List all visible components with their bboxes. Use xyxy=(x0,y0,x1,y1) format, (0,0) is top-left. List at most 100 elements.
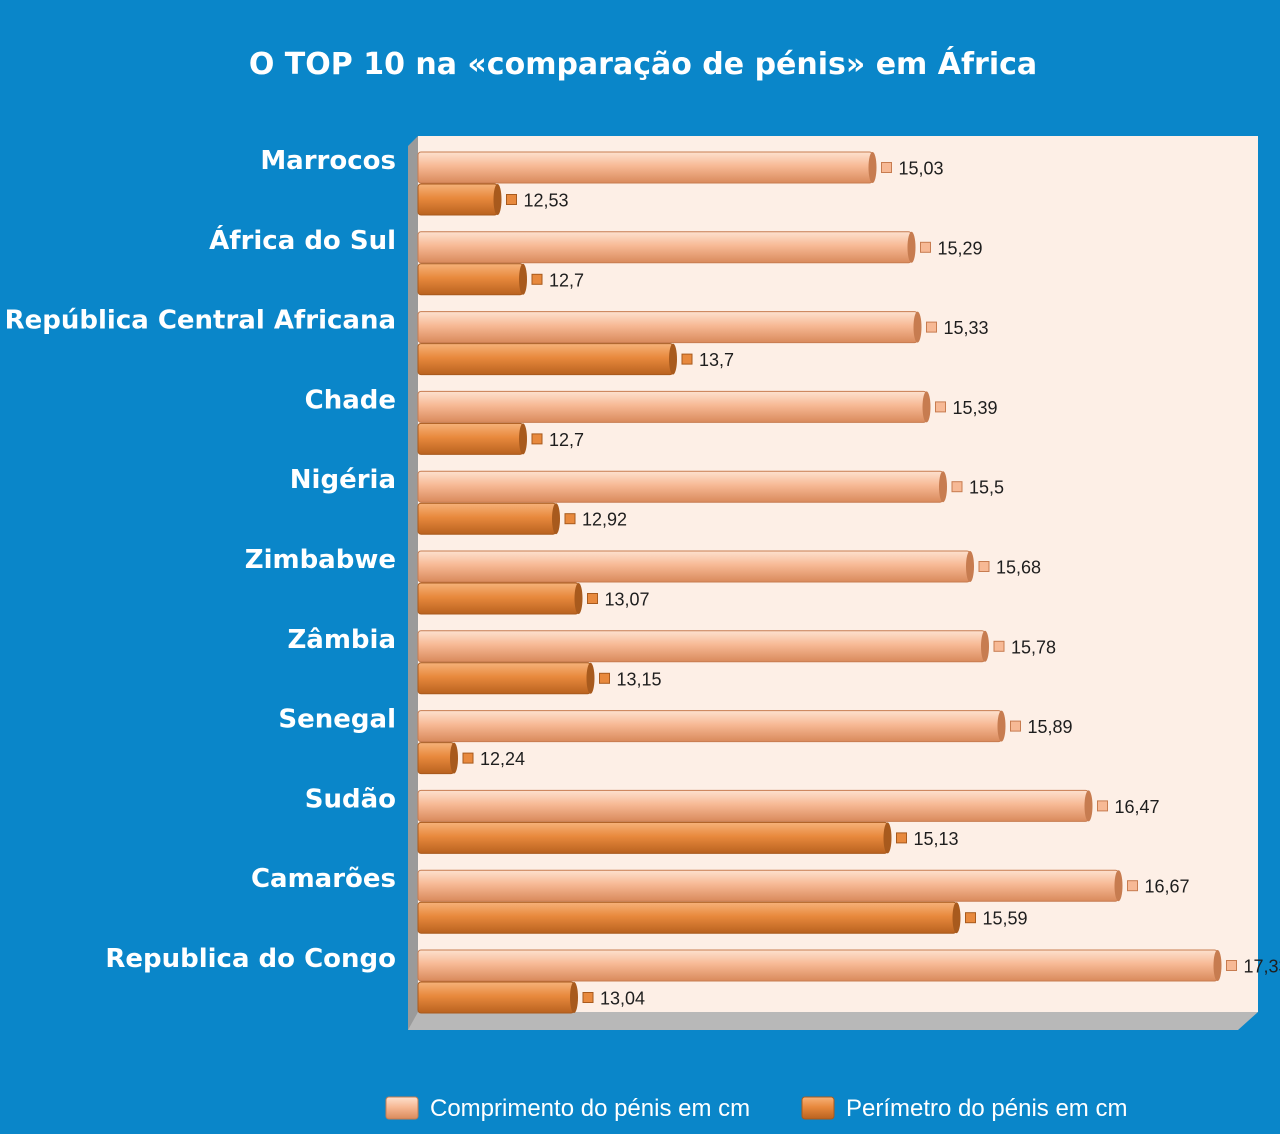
data-label-marker xyxy=(587,593,598,604)
data-label: 12,7 xyxy=(549,430,584,450)
bar-perimeter-cap xyxy=(952,902,961,934)
plot-floor xyxy=(408,1012,1258,1030)
bar-length xyxy=(417,630,986,663)
category-group: Senegal 15,89 12,24 xyxy=(278,705,1073,775)
category-label: República Central Africana xyxy=(5,306,396,336)
bar-length xyxy=(417,311,918,344)
bar-length xyxy=(417,231,912,264)
category-group: Zâmbia 15,78 13,15 xyxy=(287,625,1056,695)
data-label: 13,7 xyxy=(699,350,734,370)
data-label: 15,03 xyxy=(899,159,944,179)
data-label: 15,59 xyxy=(983,909,1028,929)
data-label-marker xyxy=(881,162,892,173)
bar-length-cap xyxy=(997,710,1006,742)
bar-perimeter-cap xyxy=(570,982,578,1013)
data-label-marker xyxy=(1097,800,1108,812)
legend-label-perimeter: Perímetro do pénis em cm xyxy=(846,1095,1127,1122)
data-label-marker xyxy=(965,912,976,924)
data-label: 15,33 xyxy=(944,318,989,338)
data-label: 16,47 xyxy=(1115,797,1160,817)
category-label: Senegal xyxy=(278,705,396,735)
bar-length xyxy=(417,949,1218,982)
bar-perimeter xyxy=(417,183,498,216)
chart-title: O TOP 10 na «comparação de pénis» em Áfr… xyxy=(249,46,1037,82)
data-label-marker xyxy=(599,672,610,684)
bar-perimeter xyxy=(417,422,524,455)
category-label: África do Sul xyxy=(209,224,396,256)
data-label-marker xyxy=(564,513,576,525)
category-group: Marrocos 15,03 12,53 xyxy=(260,146,944,216)
data-label-marker xyxy=(896,832,907,844)
category-group: África do Sul 15,29 12,7 xyxy=(209,224,983,296)
bar-perimeter xyxy=(417,263,524,296)
data-label: 15,13 xyxy=(914,829,959,849)
data-label-marker xyxy=(681,353,693,365)
bar-perimeter xyxy=(417,742,455,775)
bar-perimeter-cap xyxy=(519,263,527,295)
data-label: 15,89 xyxy=(1028,717,1073,737)
bar-perimeter xyxy=(417,502,557,535)
data-label-marker xyxy=(1010,720,1021,732)
bar-perimeter-cap xyxy=(552,503,560,535)
data-label: 12,53 xyxy=(524,191,569,211)
bar-length xyxy=(417,550,971,583)
data-label-marker xyxy=(531,433,543,445)
legend: Comprimento do pénis em cm Perímetro do p… xyxy=(385,1095,1127,1122)
bar-length xyxy=(417,789,1089,822)
data-label-marker xyxy=(531,273,543,285)
bar-length-cap xyxy=(868,152,877,183)
category-group: Nigéria 15,5 12,92 xyxy=(290,465,1004,535)
category-group: Camarões 16,67 15,59 xyxy=(251,864,1190,934)
data-label-marker xyxy=(951,481,963,493)
bar-perimeter xyxy=(417,981,575,1014)
data-label-marker xyxy=(506,194,517,205)
bar-length-cap xyxy=(1114,870,1123,902)
plot-side-wall xyxy=(408,136,418,1030)
data-label-marker xyxy=(935,401,946,413)
data-label-marker xyxy=(462,752,474,764)
bar-perimeter-cap xyxy=(493,184,502,215)
bar-length-cap xyxy=(907,231,916,263)
bar-length xyxy=(417,710,1002,743)
data-label-marker xyxy=(926,321,937,333)
data-label-marker xyxy=(1127,880,1138,892)
data-label: 15,68 xyxy=(996,558,1041,578)
bar-perimeter xyxy=(417,343,674,376)
category-group: Chade 15,39 12,7 xyxy=(305,385,998,455)
category-label: Republica do Congo xyxy=(105,944,396,974)
bar-perimeter-cap xyxy=(450,742,458,774)
bar-length-cap xyxy=(939,471,947,503)
legend-swatch-length xyxy=(385,1096,419,1120)
bar-length xyxy=(417,869,1119,902)
bar-perimeter-cap xyxy=(586,662,595,694)
data-label: 15,39 xyxy=(953,398,998,418)
bar-perimeter xyxy=(417,901,957,934)
data-label: 13,15 xyxy=(617,669,662,689)
category-group: Zimbabwe 15,68 13,07 xyxy=(245,545,1041,615)
data-label: 15,29 xyxy=(938,238,983,258)
bars-layer: Marrocos 15,03 12,53 África do Sul 15,29 12,7… xyxy=(5,146,1280,1014)
data-label: 12,24 xyxy=(480,749,525,769)
bar-perimeter xyxy=(417,662,591,695)
bar-perimeter-cap xyxy=(574,583,583,614)
bar-perimeter-cap xyxy=(669,343,677,375)
category-group: Sudão 16,47 15,13 xyxy=(305,784,1160,854)
legend-label-length: Comprimento do pénis em cm xyxy=(430,1095,750,1122)
category-label: Zâmbia xyxy=(287,625,396,655)
category-label: Marrocos xyxy=(260,146,396,176)
bar-perimeter-cap xyxy=(883,822,892,854)
data-label-marker xyxy=(582,992,594,1003)
bar-length-cap xyxy=(966,551,974,582)
bar-length-cap xyxy=(913,311,922,343)
bar-length-cap xyxy=(1213,950,1222,981)
category-label: Sudão xyxy=(305,784,396,814)
bar-length xyxy=(417,470,944,503)
data-label-marker xyxy=(920,241,931,253)
data-label: 13,04 xyxy=(600,989,645,1009)
data-label-marker xyxy=(978,561,990,572)
bar-length-cap xyxy=(1084,790,1093,822)
bar-perimeter xyxy=(417,821,888,854)
category-group: Republica do Congo 17,33 13,04 xyxy=(105,944,1280,1014)
bar-length xyxy=(417,151,873,184)
